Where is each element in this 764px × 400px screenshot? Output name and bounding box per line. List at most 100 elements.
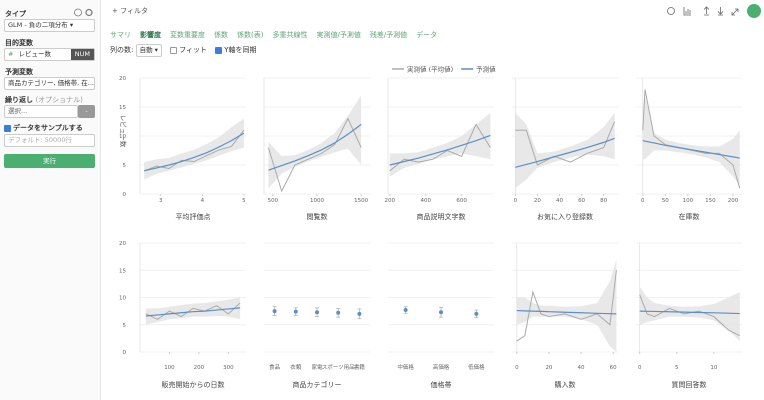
x-tick-label: 高価格 bbox=[433, 363, 450, 371]
tab[interactable]: 係数 bbox=[214, 31, 228, 39]
predictors-value: 商品カテゴリー, 価格帯, 在... bbox=[8, 79, 94, 87]
x-tick-label: 0 bbox=[641, 198, 645, 204]
tab[interactable]: 残差/予測値 bbox=[369, 31, 408, 39]
estimate-point bbox=[357, 311, 362, 316]
x-tick-label: 600 bbox=[456, 198, 467, 204]
tool-icons bbox=[667, 4, 761, 18]
actual-line bbox=[145, 302, 241, 320]
x-tick-label: 50 bbox=[662, 198, 669, 204]
estimate-point bbox=[293, 309, 298, 314]
pin-button[interactable] bbox=[747, 4, 761, 18]
y-tick-label: 5 bbox=[123, 163, 127, 169]
target-field[interactable]: # レビュー数 NUM bbox=[4, 48, 95, 61]
actual-line bbox=[516, 270, 617, 342]
x-tick-label: 10 bbox=[710, 365, 717, 371]
expand-icon[interactable] bbox=[731, 8, 739, 16]
x-axis-title: 質問回答数 bbox=[672, 380, 707, 389]
columns-select[interactable]: 自動 ▾ bbox=[135, 44, 162, 57]
sample-placeholder: デフォルト: 50000行 bbox=[8, 136, 72, 144]
confidence-band bbox=[642, 95, 740, 186]
y-tick-label: 10 bbox=[119, 134, 126, 140]
predictors-field[interactable]: 商品カテゴリー, 価格帯, 在... bbox=[4, 77, 95, 90]
predicted-line bbox=[516, 309, 617, 315]
x-tick-label: 中価格 bbox=[397, 363, 414, 371]
estimate-point bbox=[439, 310, 443, 315]
confidence-band bbox=[516, 259, 617, 352]
y-tick-label: 5 bbox=[123, 323, 127, 329]
repeat-button[interactable]: - bbox=[78, 105, 95, 118]
x-tick-label: 5 bbox=[242, 198, 246, 204]
predicted-line bbox=[389, 134, 491, 166]
x-tick-label: スポーツ用品 bbox=[322, 364, 355, 371]
x-tick-label: 4 bbox=[201, 198, 205, 204]
x-tick-label: 1500 bbox=[354, 198, 368, 204]
type-value: GLM - 負の二項分布 bbox=[8, 21, 68, 29]
chart-icon[interactable] bbox=[683, 7, 691, 16]
sidebar: タイプ GLM - 負の二項分布 ▾ 目的変数 # レビュー数 NUM 予測変数… bbox=[0, 0, 101, 400]
tab[interactable]: 係数(表) bbox=[237, 31, 264, 39]
x-tick-label: 400 bbox=[420, 198, 431, 204]
predicted-line bbox=[145, 307, 241, 317]
x-axis-title: 商品カテゴリー bbox=[293, 380, 342, 389]
fit-checkbox[interactable] bbox=[170, 46, 178, 54]
type-select[interactable]: GLM - 負の二項分布 ▾ bbox=[4, 19, 95, 32]
predicted-line bbox=[639, 310, 740, 315]
estimate-point bbox=[272, 309, 277, 314]
tab[interactable]: 影響度 bbox=[140, 31, 161, 39]
export-icon[interactable] bbox=[703, 6, 710, 16]
tab[interactable]: 実測値/予測値 bbox=[316, 31, 361, 39]
tab[interactable]: データ bbox=[416, 31, 438, 39]
x-axis-title: 購入数 bbox=[555, 380, 576, 389]
sync-checkbox[interactable] bbox=[215, 46, 223, 54]
repeat-value: 選択... bbox=[8, 107, 28, 115]
estimate-point bbox=[315, 310, 319, 315]
tab[interactable]: サマリ bbox=[110, 31, 131, 39]
download-icon[interactable] bbox=[717, 7, 724, 16]
x-tick-label: 衣類 bbox=[290, 363, 302, 371]
repeat-select[interactable]: 選択... bbox=[4, 105, 78, 118]
legend-label: 予測値 bbox=[476, 65, 496, 74]
sample-checkbox[interactable] bbox=[4, 124, 11, 132]
x-tick-label: 60 bbox=[578, 198, 585, 204]
y-tick-label: 0 bbox=[123, 350, 127, 356]
repeat-label: 繰り返し (オプショナル) bbox=[5, 95, 83, 105]
x-axis-title: 平均評価点 bbox=[176, 212, 211, 221]
predicted-line bbox=[268, 123, 362, 171]
x-tick-label: 書籍 bbox=[354, 363, 366, 371]
x-tick-label: 100 bbox=[683, 198, 694, 204]
x-tick-label: 5 bbox=[675, 365, 679, 371]
sample-input[interactable]: デフォルト: 50000行 bbox=[4, 134, 95, 147]
y-axis-title: レビュー数 bbox=[119, 115, 128, 148]
tab[interactable]: 多重共線性 bbox=[272, 31, 308, 39]
x-axis-title: 閲覧数 bbox=[307, 212, 328, 221]
controls: 列の数: 自動 ▾ フィット Y軸を同期 bbox=[110, 44, 257, 57]
confidence-band bbox=[268, 95, 362, 189]
run-button[interactable]: 実行 bbox=[4, 154, 95, 168]
estimate-point bbox=[474, 311, 479, 316]
comment-icon[interactable] bbox=[667, 7, 675, 15]
y-tick-label: 0 bbox=[123, 192, 127, 198]
x-tick-label: 家電 bbox=[311, 363, 323, 371]
confidence-band bbox=[639, 286, 740, 342]
help-icons[interactable] bbox=[74, 8, 96, 17]
columns-label: 列の数: bbox=[110, 46, 134, 54]
y-tick-label: 15 bbox=[119, 105, 126, 111]
columns-value: 自動 bbox=[139, 46, 153, 54]
x-axis-title: 在庫数 bbox=[679, 212, 700, 221]
filter-button[interactable]: + フィルタ bbox=[112, 7, 148, 15]
x-tick-label: 200 bbox=[728, 198, 739, 204]
x-tick-label: 0 bbox=[638, 365, 642, 371]
y-tick-label: 15 bbox=[119, 268, 126, 274]
sync-label: Y軸を同期 bbox=[224, 46, 257, 54]
x-axis-title: 価格帯 bbox=[431, 380, 452, 389]
sample-label: データをサンプルする bbox=[13, 124, 83, 132]
target-value: レビュー数 bbox=[18, 50, 52, 58]
confidence-band bbox=[389, 112, 491, 177]
tab[interactable]: 変数重要度 bbox=[170, 31, 205, 39]
actual-line bbox=[267, 117, 362, 193]
sample-row[interactable]: データをサンプルする bbox=[4, 123, 83, 133]
legend-label: 実測値 (平均値) bbox=[407, 65, 453, 74]
x-tick-label: 0 bbox=[514, 198, 518, 204]
